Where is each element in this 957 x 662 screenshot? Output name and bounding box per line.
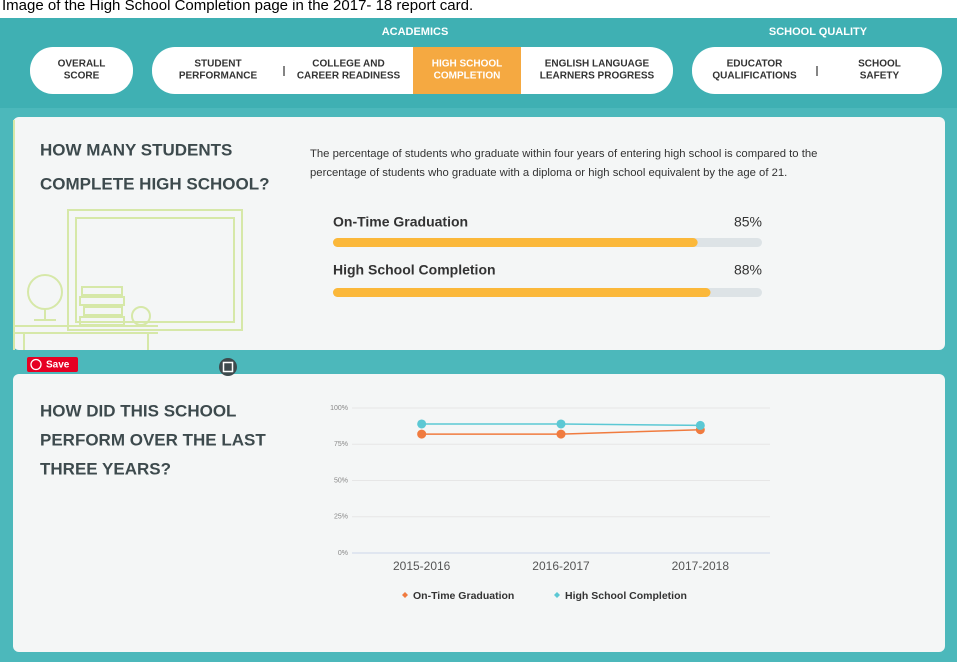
nav-tab-label[interactable]: HIGH SCHOOL [432,59,503,70]
data-point [417,419,427,429]
description: percentage of students who graduate with… [310,167,787,179]
nav-tab-label[interactable]: SAFETY [860,71,900,82]
section-heading: COMPLETE HIGH SCHOOL? [40,174,270,193]
x-tick-label: 2016-2017 [532,559,590,573]
performance-panel [13,374,945,652]
nav-pill [152,47,673,94]
fullscreen-glyph[interactable] [222,361,234,373]
bar-value-label: 88% [734,262,762,278]
y-tick-label: 75% [334,441,348,448]
y-tick-label: 0% [338,550,348,557]
legend-label[interactable]: On-Time Graduation [413,590,514,602]
nav-tab-label[interactable]: STUDENT [194,59,241,70]
nav-tab-label[interactable]: PERFORMANCE [179,71,258,82]
y-tick-label: 50% [334,477,348,484]
legend-symbol [554,592,560,598]
bar-label: On-Time Graduation [333,214,468,230]
nav-tab-label[interactable]: CAREER READINESS [297,71,401,82]
legend-symbol [402,592,408,598]
nav-tab-label[interactable]: OVERALL [58,59,106,70]
legend-label[interactable]: High School Completion [565,590,687,602]
classroom-illustration [13,120,243,350]
bar-value-label: 85% [734,214,762,230]
data-point [556,419,566,429]
data-point [695,420,705,430]
nav-tab-active[interactable] [413,47,521,94]
y-tick-label: 100% [330,405,348,412]
nav-tab-label[interactable]: LEARNERS PROGRESS [540,71,655,82]
x-tick-label: 2017-2018 [672,559,730,573]
nav-tab-label[interactable]: EDUCATOR [727,59,784,70]
nav-tab-label[interactable]: ENGLISH LANGUAGE [545,59,650,70]
bar [333,288,711,297]
y-tick-label: 25% [334,514,348,521]
section-heading: HOW MANY STUDENTS [40,140,232,159]
caption-bg [0,0,957,18]
data-point [556,429,566,439]
nav-tab-label[interactable]: SCHOOL [858,59,901,70]
save-label[interactable]: Save [46,360,70,371]
section-heading: PERFORM OVER THE LAST [40,430,266,449]
section-heading: THREE YEARS? [40,459,171,478]
nav-tab-label[interactable]: COLLEGE AND [312,59,384,70]
nav-group-label: ACADEMICS [382,26,449,38]
nav-pill [30,47,133,94]
bar [333,238,698,247]
caption: Image of the High School Completion page… [2,0,473,14]
description: The percentage of students who graduate … [310,148,817,160]
nav-tab-label[interactable]: QUALIFICATIONS [712,71,797,82]
x-tick-label: 2015-2016 [393,559,451,573]
save-icon[interactable] [30,358,42,371]
bar-label: High School Completion [333,262,496,278]
nav-group-label: SCHOOL QUALITY [769,26,868,38]
data-point [417,429,427,439]
save-button[interactable]: Save [27,357,78,372]
nav-tab-label[interactable]: COMPLETION [434,71,501,82]
fullscreen-icon[interactable] [219,358,237,376]
section-heading: HOW DID THIS SCHOOL [40,401,236,420]
nav-tab-label[interactable]: SCORE [64,71,100,82]
fullscreen-button[interactable] [219,358,237,376]
